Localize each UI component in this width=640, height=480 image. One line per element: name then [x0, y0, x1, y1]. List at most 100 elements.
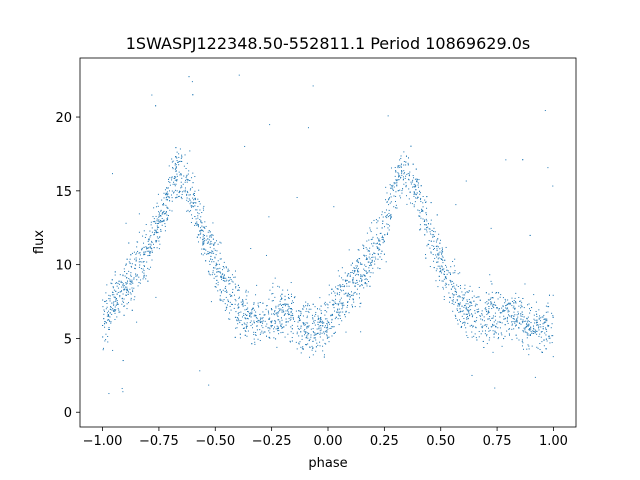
data-point [281, 311, 283, 313]
data-point [215, 286, 217, 288]
data-point [104, 326, 106, 328]
data-point [454, 314, 456, 316]
data-point [496, 307, 498, 309]
data-point [446, 283, 448, 285]
data-point [278, 311, 280, 313]
data-point [494, 331, 496, 333]
data-point [207, 270, 209, 272]
data-point [380, 232, 382, 234]
data-point [255, 334, 257, 336]
data-point [360, 277, 362, 279]
data-point [172, 183, 174, 185]
data-point [129, 288, 131, 290]
data-point [141, 248, 143, 250]
data-point [171, 197, 173, 199]
data-point [168, 196, 170, 198]
data-point [397, 165, 399, 167]
data-point [465, 306, 467, 308]
data-point [200, 227, 202, 229]
data-point [179, 174, 181, 176]
data-point [122, 274, 124, 276]
data-point [465, 327, 467, 329]
data-point [443, 268, 445, 270]
data-point [334, 332, 336, 334]
data-point [525, 326, 527, 328]
data-point [213, 243, 215, 245]
data-point [238, 297, 240, 299]
data-point [386, 223, 388, 225]
data-point [443, 274, 445, 276]
data-point [368, 270, 370, 272]
data-point [402, 179, 404, 181]
data-point [280, 326, 282, 328]
data-point [228, 280, 230, 282]
data-point [126, 303, 128, 305]
data-point [282, 304, 284, 306]
data-point [283, 326, 285, 328]
data-point [205, 239, 207, 241]
data-point [454, 301, 456, 303]
data-point [444, 276, 446, 278]
data-point [186, 194, 188, 196]
data-point [163, 192, 165, 194]
data-point [156, 220, 158, 222]
data-point [213, 261, 215, 263]
data-point [210, 255, 212, 257]
data-point [490, 297, 492, 299]
data-point [326, 323, 328, 325]
data-point [235, 287, 237, 289]
data-point [143, 274, 145, 276]
data-point [501, 322, 503, 324]
data-point [441, 255, 443, 257]
data-point [356, 293, 358, 295]
data-point [104, 323, 106, 325]
data-point [388, 212, 390, 214]
data-point [115, 298, 117, 300]
data-point [126, 273, 128, 275]
data-point [245, 326, 247, 328]
data-point [344, 314, 346, 316]
data-point [198, 189, 200, 191]
data-point [509, 302, 511, 304]
data-point [506, 303, 508, 305]
data-point [348, 281, 350, 283]
data-point [256, 329, 258, 331]
data-point [277, 285, 279, 287]
data-point [165, 211, 167, 213]
data-point [350, 264, 352, 266]
data-point [534, 319, 536, 321]
data-point [133, 287, 135, 289]
data-point [468, 290, 470, 292]
data-point [544, 321, 546, 323]
data-point [372, 236, 374, 238]
data-point [155, 229, 157, 231]
data-point [328, 341, 330, 343]
data-point [214, 286, 216, 288]
data-point [148, 250, 150, 252]
data-point [539, 349, 541, 351]
data-point [469, 325, 471, 327]
data-point [536, 319, 538, 321]
data-point [337, 308, 339, 310]
data-point [352, 306, 354, 308]
data-point [407, 162, 409, 164]
data-point [313, 334, 315, 336]
data-point [284, 295, 286, 297]
data-point [217, 290, 219, 292]
data-point [253, 338, 255, 340]
data-point [248, 311, 250, 313]
data-point [448, 284, 450, 286]
data-point [336, 292, 338, 294]
data-point [226, 291, 228, 293]
data-point [369, 265, 371, 267]
data-point [387, 223, 389, 225]
data-point [188, 211, 190, 213]
data-point [376, 234, 378, 236]
data-point [244, 305, 246, 307]
data-point [107, 335, 109, 337]
data-point [526, 337, 528, 339]
data-point [265, 254, 267, 256]
data-point [441, 265, 443, 267]
data-point [481, 326, 483, 328]
data-point [371, 238, 373, 240]
